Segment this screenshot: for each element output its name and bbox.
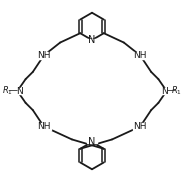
Text: N: N — [16, 86, 23, 96]
Bar — [37, 123, 51, 130]
Text: N: N — [88, 137, 96, 147]
Text: N: N — [88, 35, 96, 45]
Text: NH: NH — [133, 51, 147, 60]
Bar — [133, 123, 147, 130]
Text: NH: NH — [37, 51, 51, 60]
Text: N: N — [161, 86, 168, 96]
Text: NH: NH — [133, 122, 147, 131]
Text: $R_1$: $R_1$ — [2, 84, 13, 97]
Bar — [87, 137, 97, 143]
Text: —: — — [167, 86, 176, 96]
Bar — [133, 52, 147, 59]
Text: —: — — [8, 86, 17, 96]
Bar — [87, 39, 97, 45]
Bar — [155, 88, 178, 94]
Bar — [6, 88, 29, 94]
Text: $R_1$: $R_1$ — [171, 84, 182, 97]
Text: NH: NH — [37, 122, 51, 131]
Bar — [37, 52, 51, 59]
